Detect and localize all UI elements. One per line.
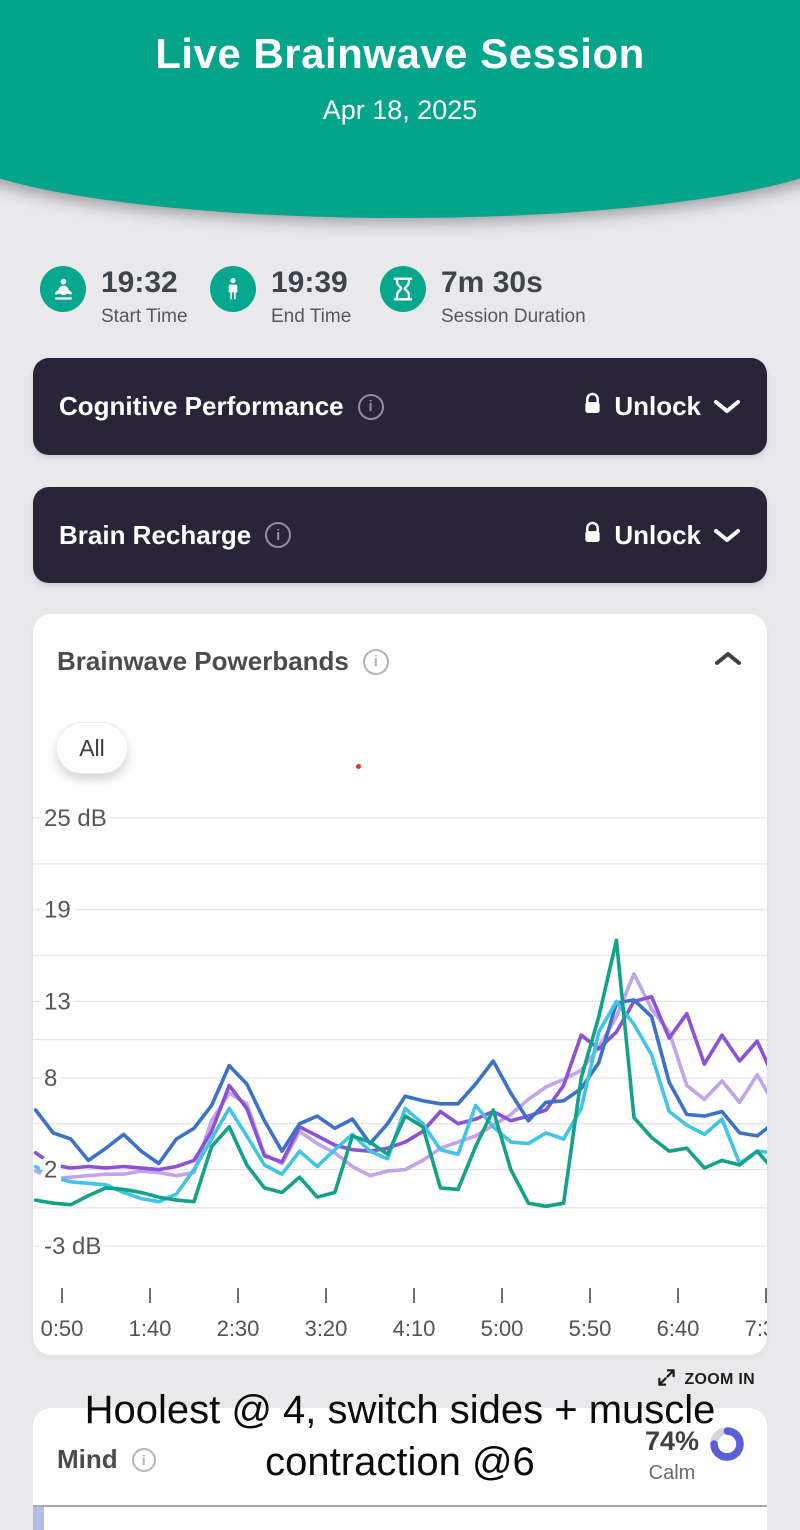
svg-text:3:20: 3:20 bbox=[305, 1316, 348, 1341]
expand-arrows-icon bbox=[657, 1368, 676, 1392]
svg-text:4:10: 4:10 bbox=[393, 1316, 436, 1341]
svg-text:25 dB: 25 dB bbox=[44, 805, 107, 832]
lock-icon bbox=[583, 391, 602, 422]
end-time-value: 19:39 bbox=[271, 266, 348, 299]
zoom-in-label: ZOOM IN bbox=[684, 1371, 755, 1388]
recording-dot bbox=[356, 764, 361, 769]
meditation-icon bbox=[40, 266, 86, 312]
progress-ring-icon bbox=[709, 1426, 745, 1467]
powerbands-chart[interactable]: 0:50 1:40 2:30 3:20 4:10 5:00 5:50 6:40 7:30 25 d… bbox=[33, 614, 767, 1355]
chevron-down-icon bbox=[713, 520, 741, 551]
chevron-up-icon[interactable] bbox=[713, 650, 743, 673]
chevron-down-icon bbox=[713, 391, 741, 422]
zoom-in-button[interactable]: ZOOM IN bbox=[657, 1368, 755, 1392]
info-icon[interactable] bbox=[131, 1447, 156, 1472]
unlock-button[interactable]: Unlock bbox=[583, 391, 741, 422]
stat-duration: 7m 30s Session Duration bbox=[380, 266, 586, 328]
svg-text:7:30: 7:30 bbox=[745, 1316, 767, 1341]
brain-recharge-card[interactable]: Brain Recharge Unlock bbox=[33, 487, 767, 583]
lock-icon bbox=[583, 520, 602, 551]
svg-text:13: 13 bbox=[44, 988, 71, 1015]
mind-title: Mind bbox=[57, 1444, 118, 1474]
calm-label: Calm bbox=[648, 1462, 696, 1484]
unlock-button[interactable]: Unlock bbox=[583, 520, 741, 551]
start-time-value: 19:32 bbox=[101, 266, 178, 299]
duration-label: Session Duration bbox=[441, 306, 586, 327]
brain-recharge-title: Brain Recharge bbox=[59, 519, 252, 550]
duration-value: 7m 30s bbox=[441, 266, 543, 299]
svg-text:6:40: 6:40 bbox=[657, 1316, 700, 1341]
calm-percentage: 74% bbox=[644, 1426, 699, 1456]
session-date: Apr 18, 2025 bbox=[322, 95, 478, 125]
svg-text:-3 dB: -3 dB bbox=[44, 1233, 101, 1260]
svg-text:2:30: 2:30 bbox=[217, 1316, 260, 1341]
divider bbox=[33, 1505, 767, 1507]
unlock-label: Unlock bbox=[614, 391, 701, 421]
svg-text:5:50: 5:50 bbox=[569, 1316, 612, 1341]
band-filter-all-label: All bbox=[79, 734, 105, 761]
svg-text:19: 19 bbox=[44, 897, 71, 924]
person-icon bbox=[210, 266, 256, 312]
timeline-bar-segment bbox=[33, 1507, 44, 1530]
page-title: Live Brainwave Session bbox=[155, 30, 645, 77]
info-icon[interactable] bbox=[362, 648, 389, 675]
mind-card: Mind 74% Calm bbox=[33, 1408, 767, 1530]
start-time-label: Start Time bbox=[101, 306, 188, 327]
cognitive-performance-title: Cognitive Performance bbox=[59, 391, 344, 421]
svg-text:0:50: 0:50 bbox=[41, 1316, 84, 1341]
unlock-label: Unlock bbox=[614, 519, 701, 550]
band-filter-all-button[interactable]: All bbox=[56, 722, 128, 774]
stat-end-time: 19:39 End Time bbox=[210, 266, 351, 328]
info-icon[interactable] bbox=[265, 522, 292, 548]
hourglass-icon bbox=[380, 266, 426, 312]
cognitive-performance-card[interactable]: Cognitive Performance Unlock bbox=[33, 358, 767, 455]
brainwave-powerbands-card: 0:50 1:40 2:30 3:20 4:10 5:00 5:50 6:40 7:30 25 d… bbox=[33, 614, 767, 1355]
header-banner bbox=[0, 0, 800, 218]
info-icon[interactable] bbox=[357, 393, 384, 420]
end-time-label: End Time bbox=[271, 306, 352, 327]
powerbands-title: Brainwave Powerbands bbox=[57, 646, 349, 676]
stat-start-time: 19:32 Start Time bbox=[40, 266, 188, 328]
svg-text:5:00: 5:00 bbox=[481, 1316, 524, 1341]
svg-text:1:40: 1:40 bbox=[129, 1316, 172, 1341]
svg-text:8: 8 bbox=[44, 1065, 57, 1092]
svg-text:2: 2 bbox=[44, 1157, 57, 1184]
